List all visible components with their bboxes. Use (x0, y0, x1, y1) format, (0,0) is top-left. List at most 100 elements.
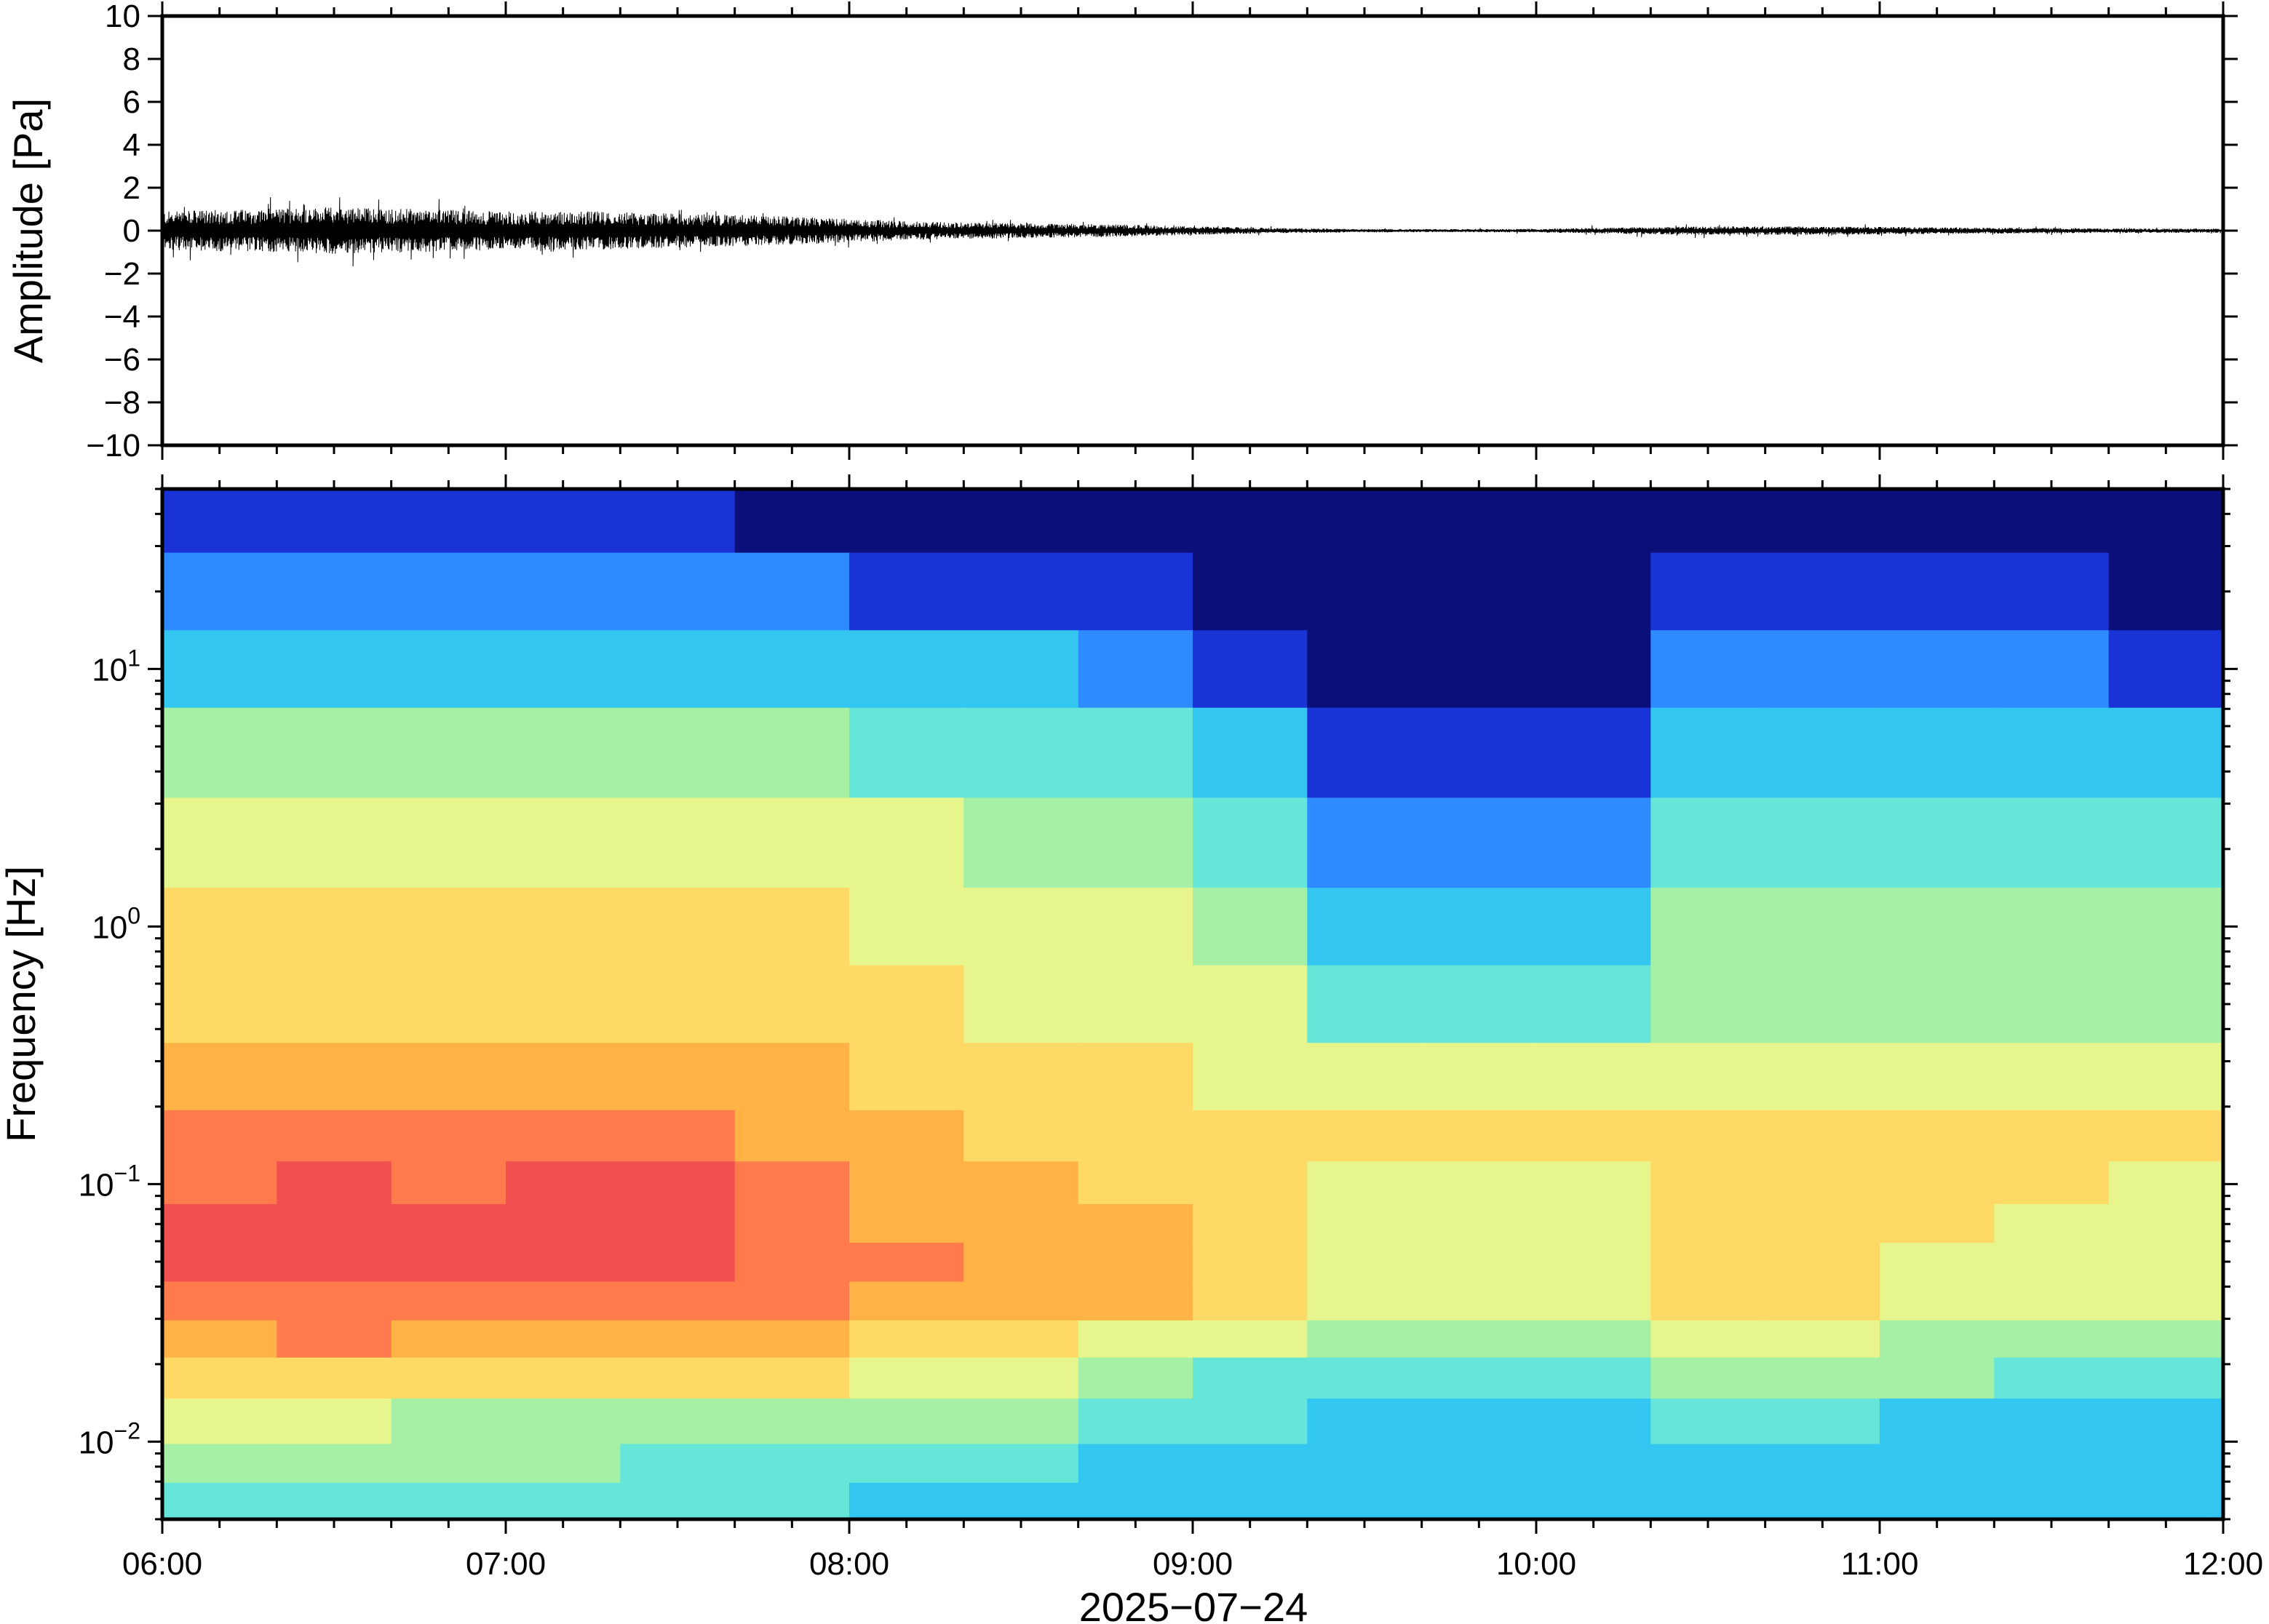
spectrogram-cell (1650, 489, 1766, 554)
spectrogram-cell (1307, 707, 1423, 799)
spectrogram-cell (2108, 888, 2224, 966)
spectrogram-cell (1421, 707, 1537, 799)
spectrogram-cell (849, 552, 965, 631)
spectrogram-cell (1880, 489, 1995, 554)
spectrogram-cell (2108, 1203, 2224, 1243)
spectrogram-cell (1307, 630, 1423, 709)
spectrogram-cell (1880, 630, 1995, 709)
spectrogram-cell (2108, 797, 2224, 888)
spectrogram-cell (1536, 797, 1652, 888)
time-tick-label: 10:00 (1496, 1546, 1576, 1582)
spectrogram-cell (1421, 1281, 1537, 1321)
amplitude-panel: 10 8 6 4 2 0 −2 −4 −6 −8 −10 Amplitude [Pa] (5, 0, 2238, 463)
spectrogram-cell (1765, 1243, 1880, 1283)
amplitude-y-tick-label: 8 (123, 41, 140, 77)
spectrogram-cell (277, 1043, 392, 1111)
spectrogram-cell (849, 1320, 965, 1358)
spectrogram-cell (963, 1444, 1079, 1484)
spectrogram-cell (620, 1110, 736, 1162)
spectrogram-cell (506, 552, 621, 631)
spectrogram-cell (391, 1320, 506, 1358)
spectrogram-cell (1421, 489, 1537, 554)
spectrogram-cell (1765, 1043, 1880, 1111)
spectrogram-cell (1536, 1444, 1652, 1484)
spectrogram-cell (1193, 797, 1308, 888)
spectrogram-cell (1994, 1243, 2110, 1283)
spectrogram-cell (162, 965, 278, 1044)
spectrogram-cell (849, 1482, 965, 1520)
spectrogram-cell (162, 1043, 278, 1111)
spectrogram-cell (1536, 965, 1652, 1044)
amplitude-y-tick-label: −4 (104, 299, 140, 335)
spectrogram-cell (1078, 630, 1193, 709)
spectrogram-cell (2108, 707, 2224, 799)
spectrogram-cell (849, 1398, 965, 1445)
spectrogram-cell (1994, 888, 2110, 966)
spectrogram-cell (1765, 630, 1880, 709)
spectrogram-cell (1650, 552, 1766, 631)
spectrogram-cell (1650, 1203, 1766, 1243)
spectrogram-cell (734, 1043, 850, 1111)
spectrogram-cell (734, 888, 850, 966)
spectrogram-cell (391, 1243, 506, 1283)
spectrogram-cell (849, 489, 965, 554)
spectrogram-cell (620, 552, 736, 631)
spectrogram-cell (391, 1357, 506, 1399)
spectrogram-cell (391, 1161, 506, 1205)
spectrogram-cell (1421, 1110, 1537, 1162)
spectrogram-cell (1421, 1243, 1537, 1283)
spectrogram-cell (162, 489, 278, 554)
time-tick-label: 08:00 (809, 1546, 889, 1582)
spectrogram-cell (734, 1398, 850, 1445)
time-tick-label: 11:00 (1841, 1546, 1919, 1582)
spectrogram-x-ticks: 06:00 07:00 08:00 09:00 10:00 11:00 12:00 (122, 474, 2263, 1582)
spectrogram-cell (1536, 1320, 1652, 1358)
spectrogram-cell (1650, 707, 1766, 799)
time-tick-label: 06:00 (122, 1546, 202, 1582)
spectrogram-cell (506, 1161, 621, 1205)
spectrogram-cell (277, 1444, 392, 1484)
spectrogram-cell (506, 1444, 621, 1484)
spectrogram-cell (1994, 1203, 2110, 1243)
spectrogram-cell (1193, 965, 1308, 1044)
spectrogram-cell (1880, 1043, 1995, 1111)
spectrogram-cell (620, 1161, 736, 1205)
spectrogram-cell (277, 552, 392, 631)
spectrogram-cell (849, 1357, 965, 1399)
spectrogram-cell (1421, 1482, 1537, 1520)
spectrogram-cell (1650, 1444, 1766, 1484)
spectrogram-cell (2108, 1161, 2224, 1205)
spectrogram-cell (734, 1444, 850, 1484)
spectrogram-cell (162, 1281, 278, 1321)
spectrogram-cell (2108, 1243, 2224, 1283)
spectrogram-cell (506, 1043, 621, 1111)
spectrogram-cell (1193, 707, 1308, 799)
spectrogram-cell (1421, 797, 1537, 888)
spectrogram-cell (1650, 1110, 1766, 1162)
spectrogram-cell (1765, 1482, 1880, 1520)
spectrogram-cell (1650, 1243, 1766, 1283)
spectrogram-cell (1307, 552, 1423, 631)
amplitude-y-tick-label: −6 (104, 342, 140, 378)
spectrogram-cell (963, 489, 1079, 554)
spectrogram-cell (1307, 1357, 1423, 1399)
spectrogram-cell (1994, 1043, 2110, 1111)
spectrogram-cell (620, 888, 736, 966)
spectrogram-cell (734, 552, 850, 631)
spectrogram-cell (391, 1482, 506, 1520)
spectrogram-cell (620, 1357, 736, 1399)
spectrogram-cell (963, 965, 1079, 1044)
spectrogram-cell (1307, 489, 1423, 554)
spectrogram-cell (1307, 1398, 1423, 1445)
spectrogram-cell (1650, 1482, 1766, 1520)
spectrogram-cell (1421, 1203, 1537, 1243)
spectrogram-cell (620, 1398, 736, 1445)
spectrogram-cell (963, 1398, 1079, 1445)
spectrogram-cell (734, 797, 850, 888)
spectrogram-cell (391, 1110, 506, 1162)
spectrogram-cell (1307, 1320, 1423, 1358)
spectrogram-cell (1421, 1043, 1537, 1111)
spectrogram-cell (1307, 1281, 1423, 1321)
spectrogram-cell (1193, 1398, 1308, 1445)
spectrogram-cell (277, 797, 392, 888)
